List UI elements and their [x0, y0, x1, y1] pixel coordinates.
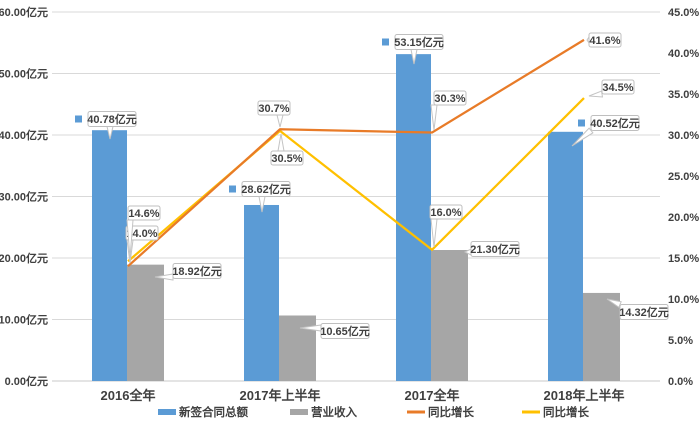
- right-axis-tick-label: 25.0%: [668, 171, 699, 183]
- data-label-box: [429, 204, 463, 220]
- data-label: 21.30亿元: [470, 242, 520, 256]
- data-label-box: [125, 225, 159, 241]
- data-label: 14.6%: [128, 208, 159, 220]
- right-axis-tick-label: 5.0%: [668, 335, 693, 347]
- growth-line-primary: [127, 38, 585, 268]
- left-axis-tick-label: 40.00亿元: [0, 128, 48, 142]
- right-axis-tick-label: 45.0%: [668, 7, 699, 19]
- right-axis-tick-label: 30.0%: [668, 130, 699, 142]
- data-label-box: [270, 150, 304, 166]
- left-axis-tick-label: 50.00亿元: [0, 67, 48, 81]
- legend-swatch: [158, 409, 176, 415]
- left-axis-tick-label: 20.00亿元: [0, 251, 48, 265]
- right-axis-tick-label: 35.0%: [668, 89, 699, 101]
- left-axis-tick-label: 60.00亿元: [0, 5, 48, 19]
- bar-contract-total: [548, 131, 583, 381]
- data-label-box: [257, 100, 291, 116]
- category-label: 2017年上半年: [240, 388, 321, 403]
- category-label: 2016全年: [101, 388, 156, 403]
- category-label: 2018年上半年: [544, 388, 625, 403]
- data-label-box: [470, 241, 520, 257]
- data-label: 18.92亿元: [172, 264, 222, 278]
- data-label-pointer: [606, 298, 622, 309]
- data-label: 10.65亿元: [320, 324, 370, 338]
- bar-contract-total: [92, 130, 127, 381]
- data-label-pointer: [430, 104, 438, 131]
- data-label: 40.52亿元: [590, 116, 640, 130]
- bar-contract-total: [244, 204, 279, 381]
- data-label-box: [433, 90, 467, 106]
- data-label-box: [619, 304, 669, 320]
- data-label: 16.0%: [430, 207, 461, 219]
- right-axis-tick-label: 20.0%: [668, 212, 699, 224]
- data-label: 40.78亿元: [87, 112, 137, 126]
- data-label-box: [87, 111, 137, 127]
- right-axis-tick-label: 0.0%: [668, 376, 693, 388]
- data-label-box: [320, 323, 370, 339]
- data-label-pointer: [588, 90, 604, 98]
- legend-item-label: 同比增长: [428, 405, 474, 419]
- data-label-box: [394, 34, 444, 50]
- category-label: 2017全年: [405, 388, 460, 403]
- right-axis-tick-label: 15.0%: [668, 253, 699, 265]
- data-label-box: [241, 181, 291, 197]
- data-label: 30.7%: [258, 103, 289, 115]
- data-label-legend-key: [578, 119, 585, 127]
- right-axis-tick-label: 40.0%: [668, 48, 699, 60]
- data-label: 14.0%: [126, 228, 157, 240]
- legend-item-label: 同比增长: [543, 405, 589, 419]
- legend-swatch: [522, 410, 540, 414]
- legend-swatch: [290, 409, 308, 415]
- data-label-pointer: [571, 127, 594, 147]
- data-label: 14.32亿元: [619, 305, 669, 319]
- left-axis-tick-label: 0.00亿元: [5, 374, 48, 388]
- bar-revenue: [127, 264, 164, 381]
- data-label: 41.6%: [589, 35, 620, 47]
- data-label-box: [588, 32, 622, 48]
- growth-line-secondary: [127, 97, 585, 263]
- legend-swatch: [407, 410, 425, 414]
- data-label-legend-key: [229, 185, 236, 193]
- data-label: 53.15亿元: [394, 35, 444, 49]
- left-axis-tick-label: 10.00亿元: [0, 313, 48, 327]
- right-axis-tick-label: 10.0%: [668, 294, 699, 306]
- data-label-legend-key: [75, 115, 82, 123]
- bar-revenue: [279, 315, 316, 381]
- legend-item-label: 新签合同总额: [179, 405, 248, 419]
- bar-revenue: [431, 250, 468, 381]
- data-label-box: [590, 115, 640, 131]
- data-label-box: [127, 205, 161, 221]
- data-label: 28.62亿元: [241, 182, 291, 196]
- bar-revenue: [583, 292, 620, 381]
- data-label: 30.3%: [434, 93, 465, 105]
- data-label-box: [172, 263, 222, 279]
- data-label: 30.5%: [271, 153, 302, 165]
- bar-contract-total: [396, 54, 431, 381]
- data-label: 34.5%: [602, 82, 633, 94]
- data-label-legend-key: [382, 38, 389, 46]
- legend-item-label: 营业收入: [311, 405, 357, 419]
- data-label-box: [601, 79, 635, 95]
- left-axis-tick-label: 30.00亿元: [0, 190, 48, 204]
